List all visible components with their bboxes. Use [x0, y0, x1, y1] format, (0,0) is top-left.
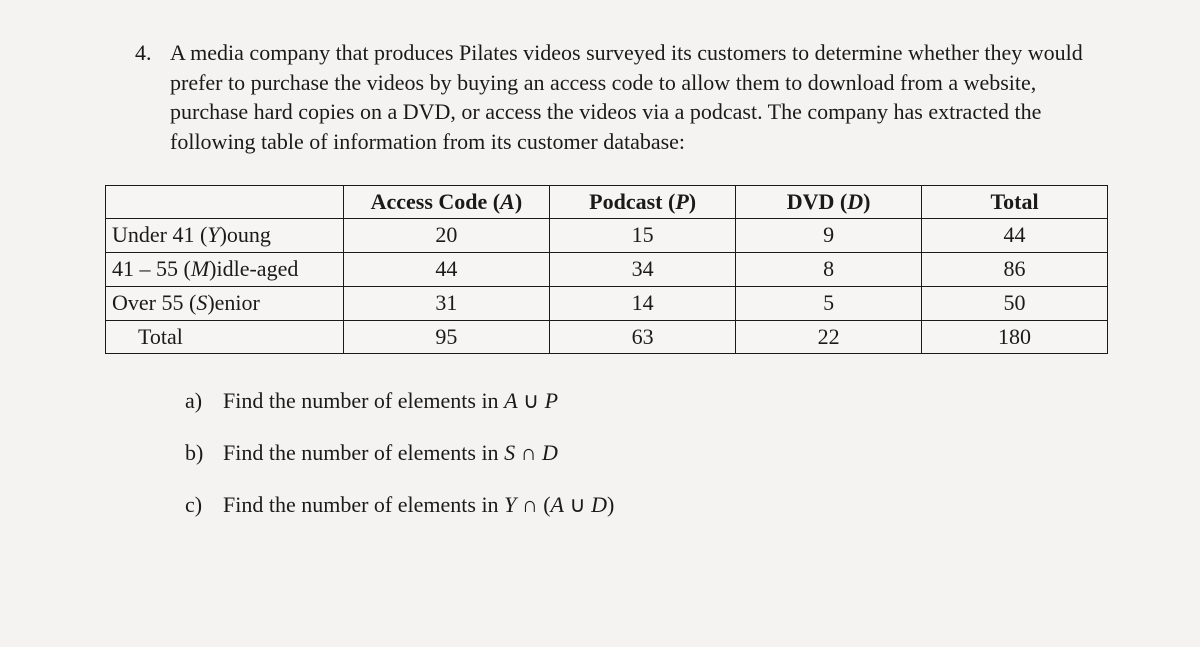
cell: 44: [343, 253, 550, 287]
cell: 22: [736, 320, 922, 354]
table-row: Under 41 (Y)oung 20 15 9 44: [106, 219, 1108, 253]
sub-question-c: c) Find the number of elements in Y ∩ (A…: [185, 490, 1110, 520]
cell: 86: [922, 253, 1108, 287]
page-content: 4. A media company that produces Pilates…: [0, 38, 1200, 519]
table-row: 41 – 55 (M)idle-aged 44 34 8 86: [106, 253, 1108, 287]
cell: 34: [550, 253, 736, 287]
sub-question-b: b) Find the number of elements in S ∩ D: [185, 438, 1110, 468]
cell: 14: [550, 286, 736, 320]
row-label: 41 – 55 (M)idle-aged: [106, 253, 344, 287]
cell: 50: [922, 286, 1108, 320]
question-number: 4.: [135, 38, 170, 157]
row-label: Total: [106, 320, 344, 354]
sub-q-label: a): [185, 386, 205, 416]
col-header: DVD (D): [736, 185, 922, 219]
table-total-row: Total 95 63 22 180: [106, 320, 1108, 354]
corner-cell: [106, 185, 344, 219]
sub-q-text: Find the number of elements in A ∪ P: [223, 386, 1110, 416]
cell: 180: [922, 320, 1108, 354]
cell: 8: [736, 253, 922, 287]
row-label: Under 41 (Y)oung: [106, 219, 344, 253]
question-block: 4. A media company that produces Pilates…: [135, 38, 1110, 157]
cell: 63: [550, 320, 736, 354]
table-header-row: Access Code (A) Podcast (P) DVD (D) Tota…: [106, 185, 1108, 219]
sub-question-a: a) Find the number of elements in A ∪ P: [185, 386, 1110, 416]
col-header: Podcast (P): [550, 185, 736, 219]
cell: 95: [343, 320, 550, 354]
sub-q-text: Find the number of elements in S ∩ D: [223, 438, 1110, 468]
data-table: Access Code (A) Podcast (P) DVD (D) Tota…: [105, 185, 1108, 354]
cell: 31: [343, 286, 550, 320]
cell: 15: [550, 219, 736, 253]
col-header: Access Code (A): [343, 185, 550, 219]
cell: 20: [343, 219, 550, 253]
sub-q-label: b): [185, 438, 205, 468]
table-row: Over 55 (S)enior 31 14 5 50: [106, 286, 1108, 320]
col-header: Total: [922, 185, 1108, 219]
row-label: Over 55 (S)enior: [106, 286, 344, 320]
sub-q-label: c): [185, 490, 205, 520]
sub-q-text: Find the number of elements in Y ∩ (A ∪ …: [223, 490, 1110, 520]
cell: 44: [922, 219, 1108, 253]
question-text: A media company that produces Pilates vi…: [170, 38, 1110, 157]
cell: 9: [736, 219, 922, 253]
cell: 5: [736, 286, 922, 320]
